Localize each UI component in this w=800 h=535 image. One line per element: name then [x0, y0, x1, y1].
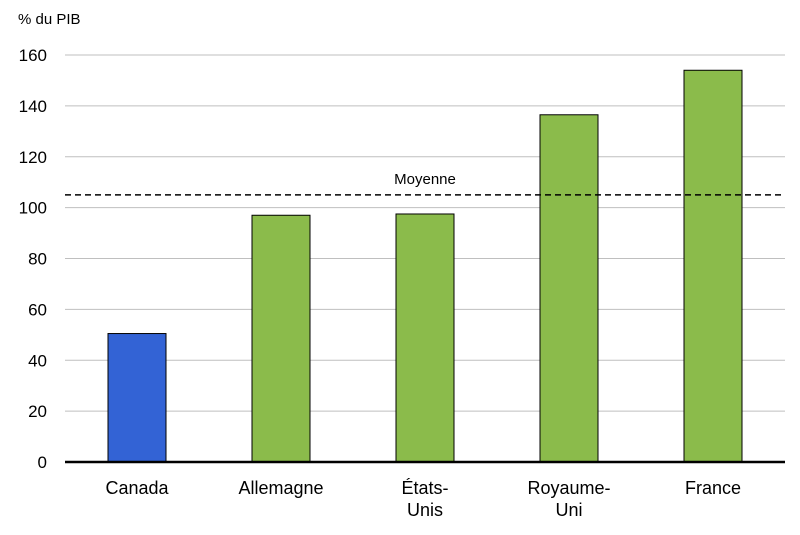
- y-tick-label: 0: [38, 453, 47, 472]
- bar: [683, 69, 743, 463]
- bar: [539, 114, 599, 463]
- x-tick-label: France: [685, 478, 741, 498]
- x-tick-labels: Canada Allemagne États-Unis Royaume-Uni Fran…: [105, 478, 741, 520]
- y-tick-label: 100: [19, 199, 47, 218]
- bar: [395, 213, 455, 463]
- x-tick-label: Royaume-: [527, 478, 610, 498]
- x-tick-label: États-: [401, 478, 448, 498]
- bar: [107, 333, 167, 463]
- y-tick-label: 160: [19, 46, 47, 65]
- x-tick-label: Canada: [105, 478, 169, 498]
- x-tick-label: Allemagne: [238, 478, 323, 498]
- y-tick-label: 20: [28, 402, 47, 421]
- bars: [107, 69, 743, 463]
- x-tick-label: Unis: [407, 500, 443, 520]
- y-tick-label: 120: [19, 148, 47, 167]
- y-tick-label: 60: [28, 300, 47, 319]
- x-tick-label: Uni: [555, 500, 582, 520]
- y-axis-unit-label: % du PIB: [18, 11, 81, 28]
- average-reference-label: Moyenne: [394, 171, 456, 188]
- y-tick-labels: 0 20 40 60 80 100 120 140 160: [19, 46, 47, 472]
- bar: [251, 214, 311, 463]
- y-tick-label: 140: [19, 97, 47, 116]
- y-tick-label: 40: [28, 351, 47, 370]
- y-tick-label: 80: [28, 250, 47, 269]
